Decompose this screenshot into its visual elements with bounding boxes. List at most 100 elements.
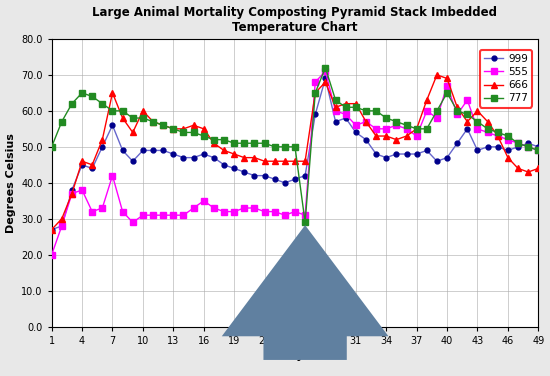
999 (241, 170, 248, 174)
777 (48, 145, 55, 149)
666 (474, 109, 481, 113)
999 (261, 173, 268, 178)
777 (525, 145, 531, 149)
777 (200, 134, 207, 138)
555 (150, 213, 156, 217)
555 (353, 123, 359, 127)
999 (312, 112, 318, 117)
777 (160, 123, 167, 127)
666 (322, 80, 329, 84)
Title: Large Animal Mortality Composting Pyramid Stack Imbedded
Temperature Chart: Large Animal Mortality Composting Pyrami… (92, 6, 498, 33)
555 (504, 137, 511, 142)
999 (424, 148, 430, 153)
Line: 777: 777 (48, 64, 542, 226)
999 (414, 152, 420, 156)
999 (251, 173, 258, 178)
666 (170, 127, 177, 131)
777 (241, 141, 248, 146)
Y-axis label: Degrees Celsius: Degrees Celsius (6, 133, 15, 233)
999 (89, 166, 96, 171)
666 (444, 76, 450, 81)
777 (221, 137, 227, 142)
555 (322, 69, 329, 74)
777 (312, 91, 318, 95)
666 (525, 170, 531, 174)
Legend: 999, 555, 666, 777: 999, 555, 666, 777 (480, 50, 532, 108)
666 (79, 159, 85, 164)
777 (211, 137, 217, 142)
999 (403, 152, 410, 156)
555 (170, 213, 177, 217)
555 (89, 209, 96, 214)
999 (69, 188, 75, 192)
999 (99, 145, 106, 149)
555 (221, 209, 227, 214)
777 (373, 109, 380, 113)
999 (353, 130, 359, 135)
777 (343, 105, 349, 109)
999 (373, 152, 380, 156)
999 (150, 148, 156, 153)
777 (282, 145, 288, 149)
555 (48, 253, 55, 257)
666 (494, 134, 501, 138)
555 (424, 109, 430, 113)
999 (525, 141, 531, 146)
555 (373, 127, 380, 131)
999 (109, 123, 116, 127)
555 (211, 206, 217, 210)
777 (485, 127, 491, 131)
555 (282, 213, 288, 217)
666 (211, 141, 217, 146)
666 (292, 159, 298, 164)
555 (515, 141, 521, 146)
999 (140, 148, 146, 153)
999 (58, 224, 65, 228)
555 (200, 199, 207, 203)
999 (504, 148, 511, 153)
777 (292, 145, 298, 149)
999 (383, 155, 389, 160)
666 (485, 120, 491, 124)
777 (424, 127, 430, 131)
777 (494, 130, 501, 135)
666 (414, 127, 420, 131)
999 (129, 159, 136, 164)
777 (109, 109, 116, 113)
777 (383, 116, 389, 120)
555 (271, 209, 278, 214)
555 (485, 130, 491, 135)
777 (58, 120, 65, 124)
999 (48, 227, 55, 232)
999 (494, 145, 501, 149)
666 (362, 120, 369, 124)
999 (515, 145, 521, 149)
555 (190, 206, 197, 210)
777 (119, 109, 126, 113)
666 (180, 127, 187, 131)
777 (180, 130, 187, 135)
555 (362, 120, 369, 124)
999 (271, 177, 278, 182)
555 (525, 145, 531, 149)
999 (343, 116, 349, 120)
555 (383, 127, 389, 131)
666 (302, 159, 309, 164)
999 (322, 76, 329, 81)
555 (474, 127, 481, 131)
777 (251, 141, 258, 146)
555 (231, 209, 238, 214)
666 (69, 191, 75, 196)
Line: 555: 555 (49, 68, 541, 258)
666 (48, 227, 55, 232)
555 (312, 80, 318, 84)
666 (282, 159, 288, 164)
666 (535, 166, 542, 171)
999 (393, 152, 400, 156)
555 (69, 191, 75, 196)
777 (535, 148, 542, 153)
555 (433, 116, 440, 120)
666 (241, 155, 248, 160)
555 (99, 206, 106, 210)
999 (464, 127, 471, 131)
